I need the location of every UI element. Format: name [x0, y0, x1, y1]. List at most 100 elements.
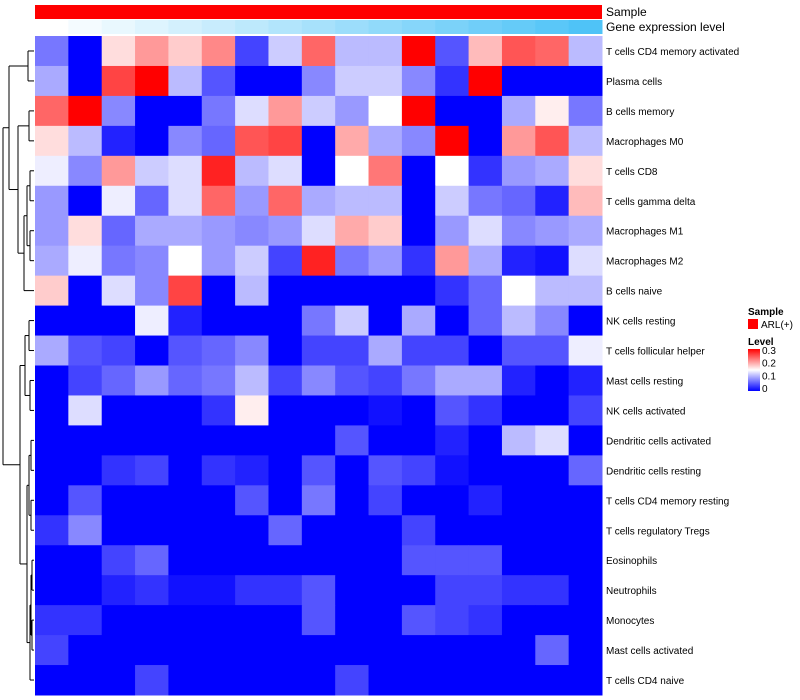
heatmap-cell: [201, 455, 236, 486]
heatmap-cell: [35, 455, 69, 486]
heatmap-cell: [101, 365, 136, 396]
heatmap-cell: [468, 185, 503, 217]
heatmap-cell: [501, 95, 536, 127]
heatmap-cell: [468, 635, 503, 666]
heatmap-cell: [35, 365, 69, 396]
expression-annotation-label: Gene expression level: [606, 20, 725, 34]
heatmap-cell: [135, 305, 169, 337]
heatmap-cell: [101, 36, 136, 67]
heatmap-cell: [68, 305, 103, 337]
heatmap-cell: [368, 545, 403, 576]
heatmap-cell: [535, 305, 570, 337]
heatmap-cell: [268, 305, 303, 337]
heatmap-cell: [435, 65, 470, 97]
heatmap-cell: [268, 485, 303, 516]
heatmap-cell: [301, 515, 336, 546]
heatmap-cell: [268, 275, 303, 307]
heatmap-cell: [135, 635, 169, 666]
heatmap-cell: [568, 515, 603, 546]
heatmap-cell: [468, 605, 503, 636]
heatmap-cell: [368, 665, 403, 696]
heatmap-cell: [501, 365, 536, 396]
legend-level-ticks: 0.3 0.20.1 0: [762, 346, 776, 395]
heatmap-cell: [101, 635, 136, 666]
heatmap-cell: [201, 545, 236, 576]
heatmap-cell: [368, 185, 403, 217]
heatmap-cell: [235, 275, 269, 307]
heatmap-cell: [268, 335, 303, 366]
heatmap-cell: [535, 365, 570, 396]
heatmap-cell: [268, 395, 303, 426]
heatmap-cell: [268, 155, 303, 187]
heatmap-cell: [535, 485, 570, 516]
heatmap-cell: [235, 455, 269, 486]
heatmap-cell: [501, 125, 536, 157]
heatmap-cell: [135, 65, 169, 97]
expression-annotation-cell: [68, 20, 103, 34]
row-label: Macrophages M2: [606, 257, 684, 268]
heatmap-cell: [68, 125, 103, 157]
heatmap-cell: [335, 155, 370, 187]
heatmap-cell: [401, 36, 436, 67]
heatmap-cell: [201, 65, 236, 97]
heatmap-cell: [401, 305, 436, 337]
heatmap-cell: [168, 245, 203, 277]
heatmap-cell: [235, 155, 269, 187]
heatmap-cell: [401, 515, 436, 546]
heatmap-cell: [335, 245, 370, 277]
heatmap-cell: [68, 545, 103, 576]
heatmap-cell: [501, 305, 536, 337]
heatmap-cell: [468, 305, 503, 337]
heatmap-cell: [335, 455, 370, 486]
heatmap-cell: [435, 455, 470, 486]
heatmap-cell: [435, 365, 470, 396]
heatmap-cell: [568, 485, 603, 516]
heatmap-cell: [135, 575, 169, 606]
heatmap-cell: [568, 665, 603, 696]
heatmap-cell: [401, 185, 436, 217]
heatmap-cell: [401, 425, 436, 456]
heatmap-cell: [135, 95, 169, 127]
heatmap-cell: [301, 215, 336, 247]
heatmap-cell: [335, 425, 370, 456]
heatmap-cell: [35, 65, 69, 97]
heatmap-cell: [568, 275, 603, 307]
heatmap-cell: [135, 125, 169, 157]
row-label: T cells CD4 naive: [606, 676, 685, 687]
heatmap-cell: [468, 95, 503, 127]
heatmap-cell: [268, 125, 303, 157]
heatmap-cell: [301, 305, 336, 337]
heatmap-cell: [468, 515, 503, 546]
heatmap-cell: [401, 275, 436, 307]
heatmap-cell: [101, 335, 136, 366]
heatmap-cell: [135, 455, 169, 486]
heatmap-cell: [535, 425, 570, 456]
heatmap-cell: [35, 485, 69, 516]
heatmap-cell: [468, 36, 503, 67]
heatmap-cell: [168, 635, 203, 666]
legend-level-colorbar: [748, 349, 760, 391]
heatmap-cell: [401, 635, 436, 666]
heatmap-cell: [568, 65, 603, 97]
expression-annotation-cell: [101, 20, 136, 34]
heatmap-cell: [368, 95, 403, 127]
heatmap-cell: [335, 335, 370, 366]
heatmap-cell: [401, 155, 436, 187]
heatmap-cell: [68, 95, 103, 127]
heatmap-cell: [68, 395, 103, 426]
heatmap-cell: [101, 515, 136, 546]
heatmap-cell: [468, 365, 503, 396]
heatmap-cell: [501, 665, 536, 696]
heatmap-cell: [68, 155, 103, 187]
row-label: Macrophages M0: [606, 137, 684, 148]
heatmap-cell: [568, 185, 603, 217]
heatmap-cell: [101, 575, 136, 606]
heatmap-cell: [268, 185, 303, 217]
heatmap-cell: [35, 185, 69, 217]
heatmap-cell: [135, 36, 169, 67]
heatmap-cell: [435, 215, 470, 247]
heatmap-cell: [335, 125, 370, 157]
row-label: T cells regulatory Tregs: [606, 526, 710, 537]
heatmap-cell: [268, 95, 303, 127]
heatmap-cell: [501, 605, 536, 636]
